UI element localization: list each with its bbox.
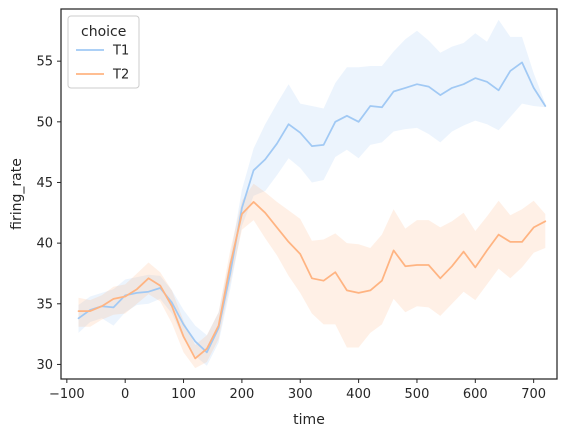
y-tick-label: 55 xyxy=(36,55,53,70)
x-axis-label: time xyxy=(293,412,325,428)
x-axis-ticks: −100 0 100 200 300 400 500 600 700 xyxy=(49,379,546,402)
legend-label-t2: T2 xyxy=(112,68,129,83)
legend: choice T1 T2 xyxy=(67,15,140,89)
y-axis-ticks: 30 35 40 45 50 55 xyxy=(36,55,61,373)
x-tick-label: 200 xyxy=(229,387,254,402)
y-tick-label: 35 xyxy=(36,297,53,312)
legend-box xyxy=(67,15,140,89)
x-tick-label: 100 xyxy=(171,387,196,402)
band-t2 xyxy=(78,183,546,369)
series-lines xyxy=(77,61,547,360)
plot-area xyxy=(77,19,547,369)
y-tick-label: 50 xyxy=(36,115,53,130)
confidence-bands xyxy=(78,19,546,369)
series-line-t2 xyxy=(77,201,547,360)
x-tick-label: −100 xyxy=(49,387,85,402)
x-tick-label: 700 xyxy=(521,387,546,402)
band-t1 xyxy=(78,19,546,366)
legend-title: choice xyxy=(81,24,126,40)
x-tick-label: 0 xyxy=(121,387,129,402)
y-tick-label: 30 xyxy=(36,358,53,373)
y-tick-label: 45 xyxy=(36,176,53,191)
x-tick-label: 500 xyxy=(405,387,430,402)
y-tick-label: 40 xyxy=(36,237,53,252)
series-line-t1 xyxy=(77,61,547,354)
axes-frame xyxy=(60,8,558,380)
x-tick-label: 400 xyxy=(346,387,371,402)
x-tick-label: 600 xyxy=(463,387,488,402)
legend-entries: T1 T2 xyxy=(76,44,129,83)
legend-label-t1: T1 xyxy=(112,44,129,59)
x-tick-label: 300 xyxy=(288,387,313,402)
y-axis-label: firing_rate xyxy=(9,158,25,230)
